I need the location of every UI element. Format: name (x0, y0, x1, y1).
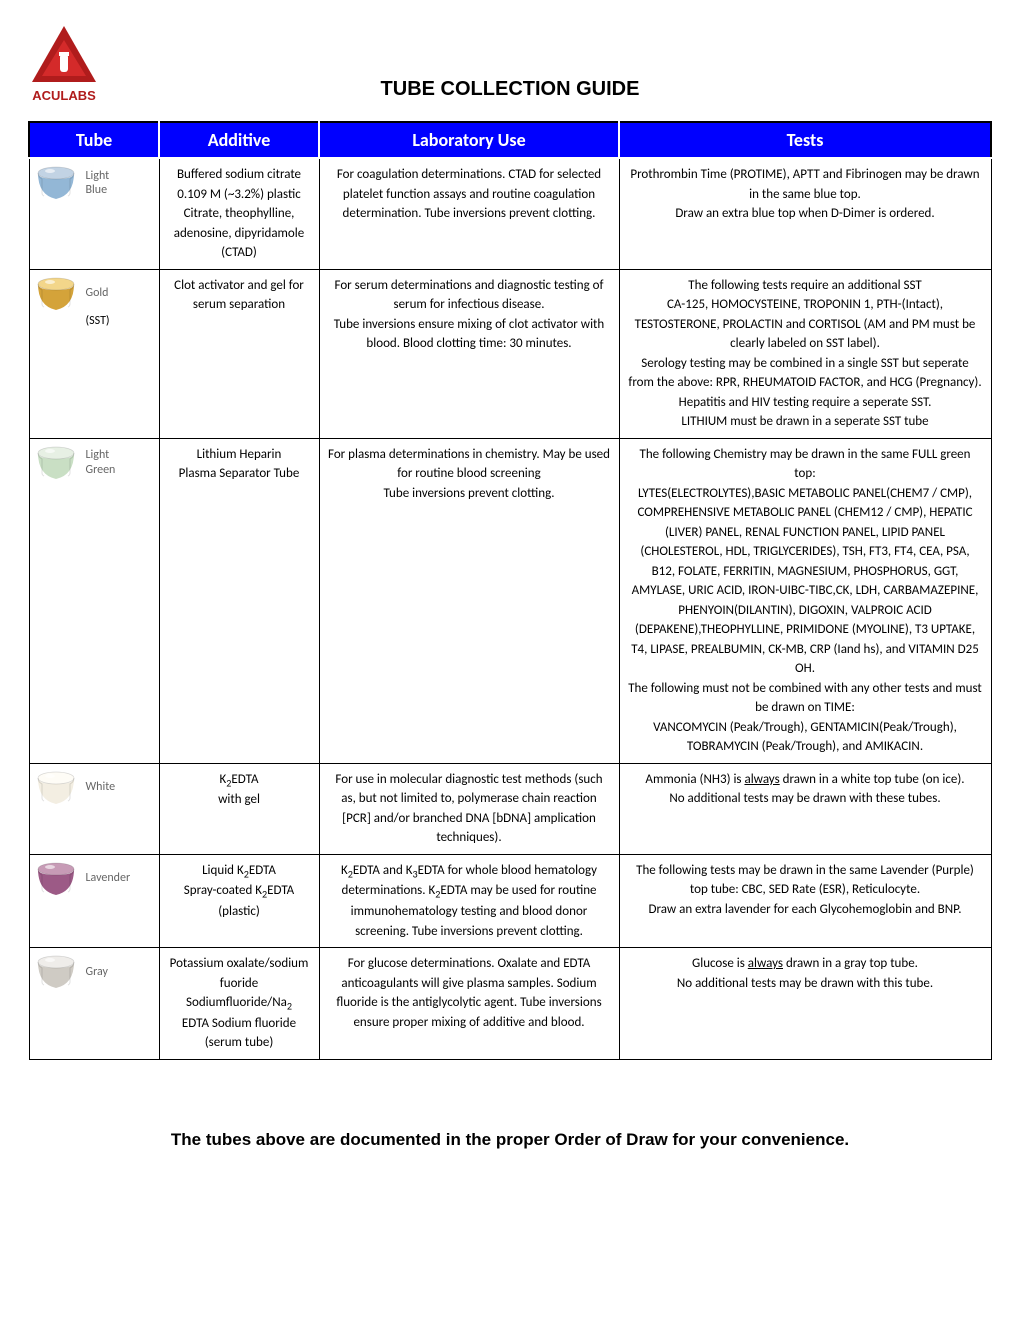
lab-use-cell: For plasma determinations in chemistry. … (319, 438, 619, 763)
lab-use-cell: K2EDTA and K3EDTA for whole blood hemato… (319, 854, 619, 948)
table-row: White K2EDTAwith gelFor use in molecular … (29, 763, 991, 854)
table-row: LightGreen Lithium HeparinPlasma Separato… (29, 438, 991, 763)
col-tests: Tests (619, 122, 991, 158)
lab-use-cell: For coagulation determinations. CTAD for… (319, 158, 619, 269)
footer-note: The tubes above are documented in the pr… (28, 1130, 992, 1150)
table-row: Lavender Liquid K2EDTASpray-coated K2EDTA… (29, 854, 991, 948)
col-additive: Additive (159, 122, 319, 158)
lab-use-cell: For glucose determinations. Oxalate and … (319, 948, 619, 1060)
additive-cell: Liquid K2EDTASpray-coated K2EDTA (plasti… (159, 854, 319, 948)
tube-cell: Gray (29, 948, 159, 1060)
additive-cell: Clot activator and gel for serum separat… (159, 269, 319, 438)
additive-cell: Potassium oxalate/sodium fuorideSodiumfl… (159, 948, 319, 1060)
additive-cell: K2EDTAwith gel (159, 763, 319, 854)
tests-cell: Glucose is always drawn in a gray top tu… (619, 948, 991, 1060)
table-row: Gold (SST)Clot activator and gel for seru… (29, 269, 991, 438)
col-tube: Tube (29, 122, 159, 158)
tests-cell: Prothrombin Time (PROTIME), APTT and Fib… (619, 158, 991, 269)
tube-table: Tube Additive Laboratory Use Tests Light… (28, 121, 992, 1060)
table-row: LightBlue Buffered sodium citrate 0.109 M… (29, 158, 991, 269)
tube-label: Lavender (86, 871, 131, 885)
page-header: ACULABS TUBE COLLECTION GUIDE (28, 24, 992, 109)
tests-cell: The following tests require an additiona… (619, 269, 991, 438)
tests-cell: Ammonia (NH3) is always drawn in a white… (619, 763, 991, 854)
tube-label: White (86, 780, 116, 794)
tube-cell: White (29, 763, 159, 854)
tests-cell: The following Chemistry may be drawn in … (619, 438, 991, 763)
tube-cell: LightGreen (29, 438, 159, 763)
tube-label: Gold (86, 286, 109, 300)
tube-label: LightBlue (86, 169, 110, 198)
tube-cell: Lavender (29, 854, 159, 948)
brand-text: ACULABS (32, 88, 96, 103)
table-row: Gray Potassium oxalate/sodium fuorideSodi… (29, 948, 991, 1060)
additive-cell: Buffered sodium citrate 0.109 M (~3.2%) … (159, 158, 319, 269)
additive-cell: Lithium HeparinPlasma Separator Tube (159, 438, 319, 763)
brand-logo: ACULABS (28, 24, 100, 109)
lab-use-cell: For serum determinations and diagnostic … (319, 269, 619, 438)
tube-label: Gray (86, 965, 108, 979)
page-title: TUBE COLLECTION GUIDE (124, 78, 992, 109)
lab-use-cell: For use in molecular diagnostic test met… (319, 763, 619, 854)
tube-cell: Gold (SST) (29, 269, 159, 438)
col-lab: Laboratory Use (319, 122, 619, 158)
tube-label: LightGreen (86, 448, 116, 477)
tests-cell: The following tests may be drawn in the … (619, 854, 991, 948)
tube-cell: LightBlue (29, 158, 159, 269)
tube-extra: (SST) (86, 312, 155, 330)
